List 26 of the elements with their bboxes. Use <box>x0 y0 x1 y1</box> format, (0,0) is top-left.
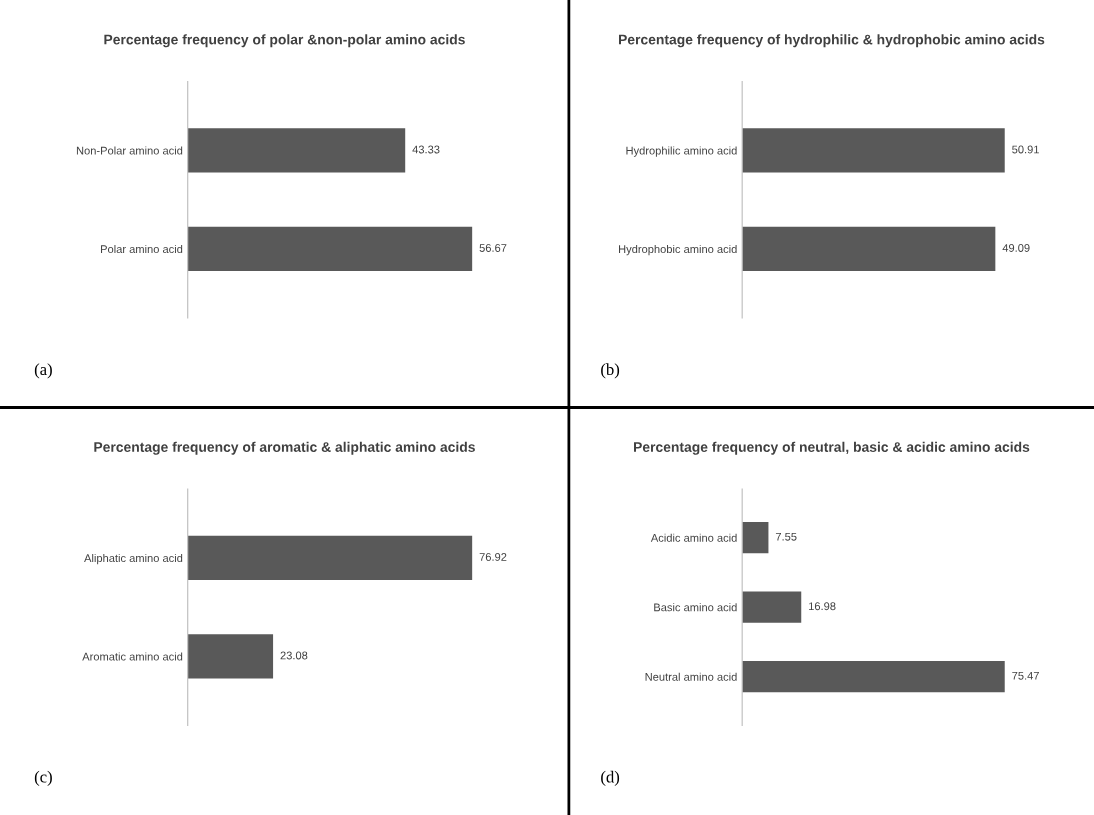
y-tick-label: Aromatic amino acid <box>82 652 183 661</box>
text: (c) <box>34 770 52 786</box>
data-label: 56.67 <box>479 244 507 252</box>
data-label: 75.47 <box>1012 671 1039 680</box>
y-tick-label: Basic amino acid <box>654 603 737 612</box>
y-tick-label: Hydrophobic amino acid <box>619 244 737 256</box>
data-label: 50.91 <box>1012 145 1039 154</box>
data-label: 23.08 <box>280 651 308 660</box>
chart-title: Percentage frequency of neutral, basic & acidic amino acids <box>634 441 1030 455</box>
data-label: 76.92 <box>479 553 507 561</box>
chart-title: Percentage frequency of polar &non-polar amino acids <box>104 34 465 48</box>
y-tick-label: Non-Polar amino acid <box>76 146 183 155</box>
text: (d) <box>601 770 620 786</box>
data-label: 7.55 <box>775 532 797 541</box>
data-label: 49.09 <box>1002 244 1030 252</box>
chart-title: Percentage frequency of hydrophilic & hydrophobic amino acids <box>619 34 1045 48</box>
y-tick-label: Aliphatic amino acid <box>84 553 183 565</box>
text: (b) <box>601 363 620 379</box>
y-tick-label: Polar amino acid <box>101 244 183 254</box>
y-tick-label: Acidic amino acid <box>650 533 737 542</box>
data-label: 43.33 <box>412 145 440 154</box>
y-tick-label: Neutral amino acid <box>645 672 737 681</box>
chart-title: Percentage frequency of aromatic & aliphatic amino acids <box>94 441 475 455</box>
text: (a) <box>34 363 52 379</box>
y-tick-label: Hydrophilic amino acid <box>626 146 737 157</box>
data-label: 16.98 <box>809 602 836 611</box>
